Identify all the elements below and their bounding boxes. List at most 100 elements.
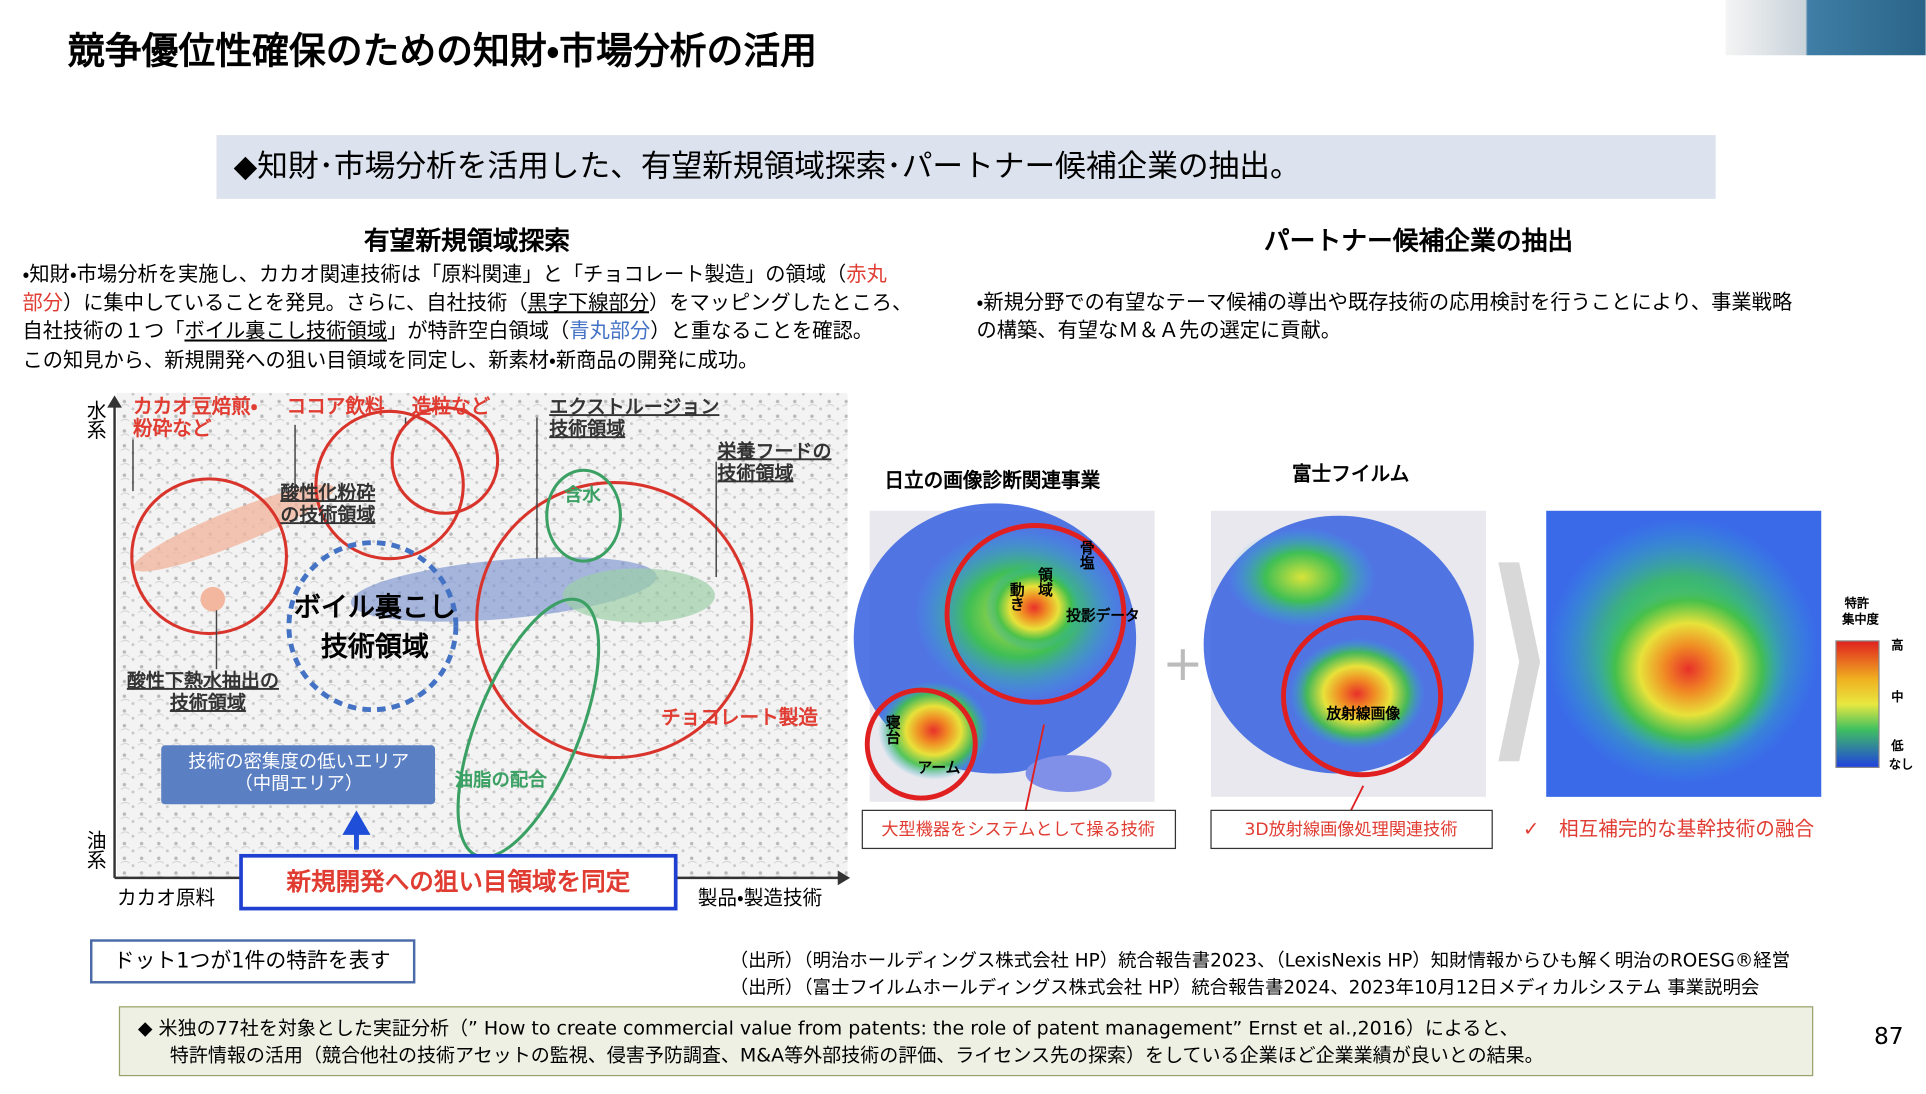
footer-box xyxy=(118,1006,1814,1077)
label: ボイル裏こし xyxy=(294,593,456,624)
label: 栄養フードの xyxy=(716,439,831,462)
text: 赤丸 xyxy=(846,262,887,286)
area xyxy=(562,568,715,623)
axis-label: カカオ原料 xyxy=(117,886,215,909)
circle xyxy=(944,523,1127,705)
label: （中間エリア） xyxy=(234,774,363,795)
blob xyxy=(1590,577,1787,762)
body-line: ・新規分野での有望なテーマ候補の導出や既存技術の応用検討を行うことにより、事業戦… xyxy=(977,290,1793,314)
legend-level: 中 xyxy=(1891,689,1903,704)
label: 技術領域 xyxy=(717,461,793,484)
arrow xyxy=(342,810,371,850)
red-labels: カカオ豆焙煎・ 粉砕など ココア飲料 造粒など チョコレート製造 xyxy=(133,395,818,729)
leaders xyxy=(132,417,717,670)
low-density-box xyxy=(161,745,436,805)
label: ココア飲料 xyxy=(286,395,384,418)
map-title: 富士フイルム xyxy=(1292,463,1409,486)
caption: 大型機器をシステムとして操る技術 xyxy=(881,820,1155,840)
subtitle: ◆知財･市場分析を活用した、有望新規領域探索･パートナー候補企業の抽出。 xyxy=(234,150,1301,185)
text: ボイル裏こし技術領域 xyxy=(184,318,387,342)
text: 自社技術の１つ「 xyxy=(22,318,184,342)
label: 投影データ xyxy=(1066,606,1140,624)
leader xyxy=(1350,785,1365,811)
label: の技術領域 xyxy=(280,503,375,526)
label: チョコレート製造 xyxy=(661,706,818,729)
label: エクストルージョン xyxy=(549,396,719,418)
source: （出所）（明治ホールディングス株式会社 HP）統合報告書2023、（LexisN… xyxy=(730,950,1790,971)
leader xyxy=(1024,724,1045,811)
label: 技術領域 xyxy=(549,417,625,440)
legend-title: 集中度 xyxy=(1841,612,1880,627)
x-arrow xyxy=(837,870,851,886)
label: 含水 xyxy=(564,484,601,506)
label: 技術領域 xyxy=(170,691,246,714)
plus: + xyxy=(1162,634,1203,692)
note: ドット1つが1件の特許を表す xyxy=(114,948,391,972)
label: 技術の密集度の低いエリア xyxy=(188,751,409,772)
label: 動き xyxy=(1008,582,1025,612)
left-body: ・知財・市場分析を実施し、カカオ関連技術は「原料関連」と「チョコレート製造」の領… xyxy=(22,262,912,372)
circle xyxy=(864,687,978,801)
text: ・知財・市場分析を実施し、カカオ関連技術は「原料関連」と「チョコレート製造」の領… xyxy=(22,262,846,286)
body-line: ・知財・市場分析を実施し、カカオ関連技術は「原料関連」と「チョコレート製造」の領… xyxy=(22,262,886,286)
legend-level: 高 xyxy=(1891,637,1903,652)
circle xyxy=(1281,615,1444,778)
map-title: 日立の画像診断関連事業 xyxy=(884,469,1100,492)
blob xyxy=(1289,638,1425,749)
heatmap-hitachi: 骨塩 領域 動き 投影データ 寝台 アーム xyxy=(853,503,1155,802)
caption-box xyxy=(1210,809,1493,850)
tech-labels: エクストルージョン 技術領域 栄養フードの 技術領域 酸性化粉砕 の技術領域 酸… xyxy=(127,396,832,714)
left-heading: 有望新規領域探索 xyxy=(364,226,570,256)
blob xyxy=(985,564,1084,651)
footer-line: 特許情報の活用（競合他社の技術アセットの監視、侵害予防調査、M&A等外部技術の評… xyxy=(170,1044,1544,1066)
text: 」が特許空白領域（ xyxy=(387,318,569,342)
body-line: 自社技術の１つ「ボイル裏こし技術領域」が特許空白領域（青丸部分）と重なることを確… xyxy=(22,318,873,342)
title: 競争優位性確保のための知財・市場分析の活用 xyxy=(67,29,817,72)
caption-box xyxy=(861,809,1177,850)
label: 放射線画像 xyxy=(1325,705,1400,723)
label: 骨塩 xyxy=(1078,540,1095,570)
text: 青丸部分 xyxy=(569,318,650,342)
label: 造粒など xyxy=(412,395,491,418)
axis-label: 水系 xyxy=(83,400,106,439)
label: 酸性下熱水抽出の xyxy=(127,669,279,692)
area xyxy=(133,484,335,572)
body-line: この知見から、新規開発への狙い目領域を同定し、新素材・新商品の開発に成功。 xyxy=(22,347,758,371)
caption: 3D放射線画像処理関連技術 xyxy=(1244,820,1457,840)
circle xyxy=(130,477,288,636)
blob xyxy=(1025,755,1112,792)
subtitle-box xyxy=(216,135,1716,199)
label: カカオ豆焙煎・ xyxy=(133,395,258,418)
text: この知見から、新規開発への狙い目領域を同定し、新素材・新商品の開発に成功。 xyxy=(22,347,758,371)
label: 技術領域 xyxy=(321,632,429,663)
note-box xyxy=(90,939,416,984)
blue-circle xyxy=(286,540,459,713)
page-number: 87 xyxy=(1874,1023,1904,1050)
label: 粉砕など xyxy=(133,417,212,440)
heatmap-merged xyxy=(1546,510,1822,797)
text: ）と重なることを確認。 xyxy=(650,318,873,342)
text: ）に集中していることを発見。さらに、自社技術（ xyxy=(63,290,528,314)
label: 寝台 xyxy=(884,714,901,746)
chevron xyxy=(1498,562,1541,762)
heatmap-labels: 骨塩 領域 動き 投影データ 寝台 アーム xyxy=(884,540,1140,776)
patent-map: 水系 油系 カカオ原料 製品・製造技術 カカオ豆焙煎・ 粉砕など ココア飲料 造… xyxy=(83,392,851,909)
axis-label: 油系 xyxy=(83,830,106,869)
y-arrow xyxy=(107,395,122,408)
colorbar xyxy=(1835,640,1880,769)
conclusion: ✓ 相互補完的な基幹技術の融合 xyxy=(1523,818,1815,841)
callout: 新規開発への狙い目領域を同定 xyxy=(286,867,631,896)
right-heading: パートナー候補企業の抽出 xyxy=(1264,226,1573,256)
circle xyxy=(390,406,500,515)
callout-box xyxy=(239,853,678,911)
legend-title: 特許 xyxy=(1845,596,1870,611)
label: アーム xyxy=(918,760,961,777)
axis-label: 製品・製造技術 xyxy=(698,886,822,909)
circle xyxy=(314,409,465,561)
label: 油脂の配合 xyxy=(455,769,548,791)
legend-level: なし xyxy=(1889,757,1914,771)
body-line: 部分）に集中していることを発見。さらに、自社技術（黒字下線部分）をマッピングした… xyxy=(22,290,912,314)
